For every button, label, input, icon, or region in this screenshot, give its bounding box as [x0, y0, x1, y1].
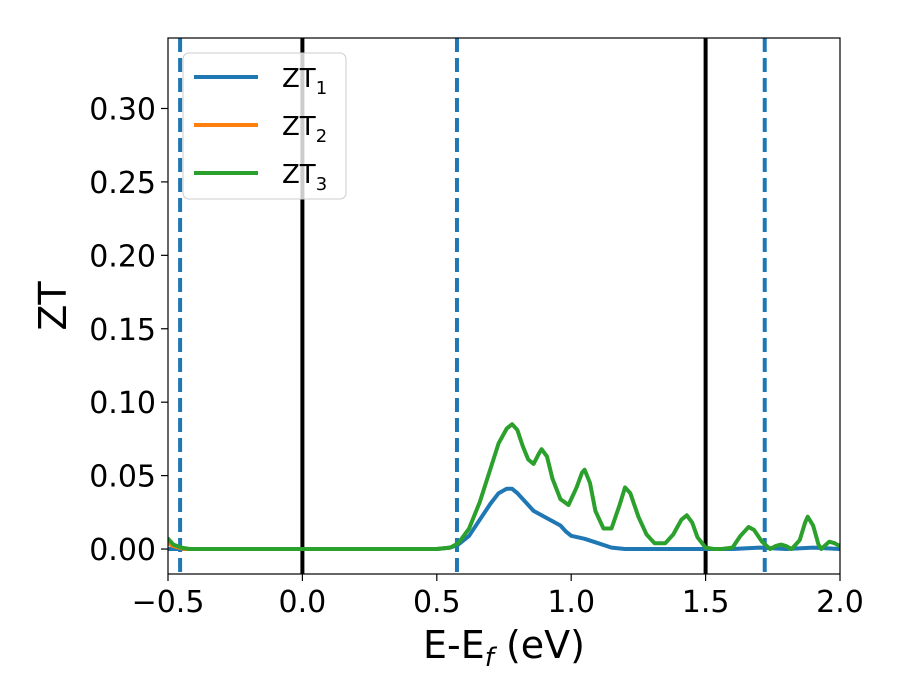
x-tick-label: 1.5: [682, 585, 730, 620]
legend-label-zt3: ZT3: [282, 160, 327, 195]
x-tick-label: 2.0: [816, 585, 864, 620]
x-tick-label: 0.0: [279, 585, 327, 620]
legend: ZT1 ZT2 ZT3: [182, 52, 347, 200]
x-tick-label: −0.5: [132, 585, 205, 620]
x-tick-label: 0.5: [413, 585, 461, 620]
legend-label-zt2: ZT2: [282, 112, 327, 147]
y-tick-label: 0.05: [89, 460, 156, 495]
y-tick-label: 0.25: [89, 166, 156, 201]
plot-frame: [167, 37, 841, 575]
reference-lines: [178, 38, 767, 574]
legend-box: [182, 52, 347, 200]
y-tick-label: 0.00: [89, 533, 156, 568]
y-tick-label: 0.30: [89, 92, 156, 127]
y-tick-label: 0.20: [89, 239, 156, 274]
series-lines: [168, 422, 840, 551]
y-tick-label: 0.15: [89, 313, 156, 348]
x-axis-label-unit: (eV): [494, 623, 585, 667]
y-tick-label: 0.10: [89, 386, 156, 421]
x-axis-ticks: −0.5 0.0 0.5 1.0 1.5 2.0: [132, 574, 864, 620]
legend-label-zt1: ZT1: [282, 64, 327, 99]
y-axis-label: ZT: [31, 281, 75, 331]
series-line-zt3: [168, 422, 840, 551]
x-tick-label: 1.0: [547, 585, 595, 620]
x-axis-label: E-Ef (eV): [423, 623, 585, 673]
y-axis-ticks: 0.00 0.05 0.10 0.15 0.20 0.25 0.30: [89, 92, 168, 568]
x-axis-label-main: E-E: [423, 623, 485, 667]
